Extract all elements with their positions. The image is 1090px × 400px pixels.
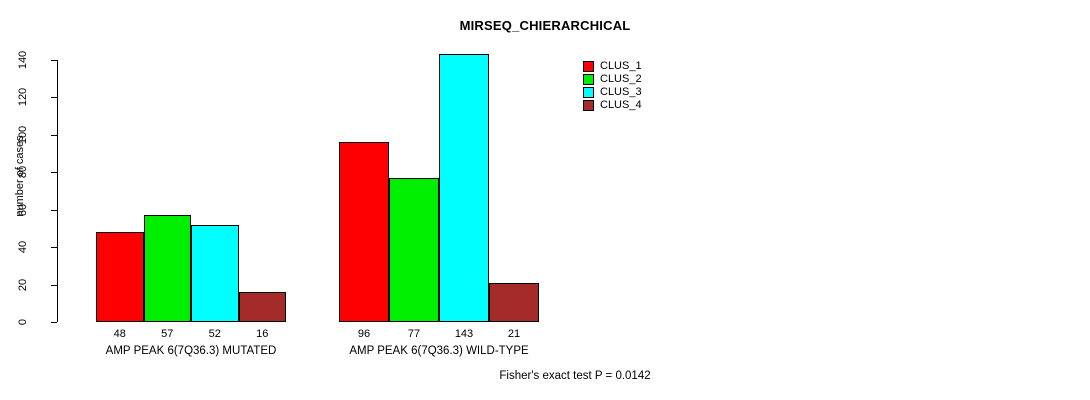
legend-swatch-icon — [583, 74, 594, 85]
bar-value-label: 143 — [454, 328, 474, 340]
bar-clus_4-group1[interactable] — [238, 292, 286, 322]
y-axis-tick — [51, 209, 57, 211]
bar-value-label: 48 — [113, 328, 126, 340]
bar-clus_1-group1[interactable] — [96, 232, 144, 322]
legend-item-clus_3[interactable]: CLUS_3 — [583, 86, 642, 99]
bar-value-label: 77 — [407, 328, 421, 340]
legend-item-clus_4[interactable]: CLUS_4 — [583, 99, 642, 112]
chart-title: MIRSEQ_CHIERARCHICAL — [459, 18, 631, 33]
y-axis-tick — [51, 134, 57, 136]
bar-value-label: 96 — [357, 328, 371, 340]
y-axis-tick — [51, 284, 57, 286]
legend-label: CLUS_3 — [600, 86, 642, 98]
bar-clus_1-group2[interactable] — [339, 142, 389, 322]
bar-clus_2-group1[interactable] — [143, 215, 191, 322]
legend-label: CLUS_4 — [600, 99, 642, 111]
legend-swatch-icon — [583, 61, 594, 72]
x-axis-group-label: AMP PEAK 6(7Q36.3) WILD-TYPE — [349, 345, 529, 357]
legend-label: CLUS_1 — [600, 60, 642, 72]
y-axis-line — [57, 60, 58, 322]
bar-clus_3-group1[interactable] — [191, 224, 239, 322]
y-axis-tick — [51, 172, 57, 174]
legend-swatch-icon — [583, 100, 594, 111]
legend-item-clus_2[interactable]: CLUS_2 — [583, 73, 642, 86]
legend-label: CLUS_2 — [600, 73, 642, 85]
y-axis-tick — [51, 60, 57, 61]
legend-item-clus_1[interactable]: CLUS_1 — [583, 60, 642, 73]
y-axis-tick — [51, 247, 57, 249]
bar-clus_4-group2[interactable] — [489, 282, 539, 322]
legend-swatch-icon — [583, 87, 594, 98]
footer-annotation: Fisher's exact test P = 0.0142 — [499, 370, 651, 382]
bar-value-label: 57 — [161, 328, 174, 340]
bar-clus_2-group2[interactable] — [389, 177, 439, 322]
x-axis-group-label: AMP PEAK 6(7Q36.3) MUTATED — [105, 345, 277, 357]
y-axis-tick — [51, 322, 57, 323]
bar-value-label: 21 — [507, 328, 521, 340]
y-axis-tick — [51, 97, 57, 99]
bar-value-label: 52 — [208, 328, 221, 340]
bar-value-label: 16 — [256, 328, 269, 340]
legend: CLUS_1 CLUS_2 CLUS_3 CLUS_4 — [583, 60, 642, 112]
bar-clus_3-group2[interactable] — [439, 54, 489, 322]
